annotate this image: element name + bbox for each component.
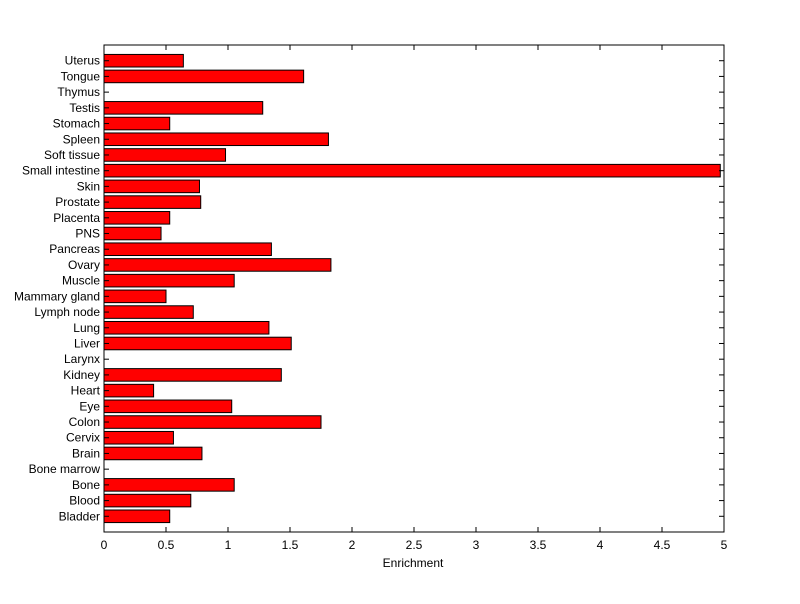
y-tick-label-blood: Blood bbox=[69, 494, 100, 508]
bar-spleen bbox=[103, 132, 329, 147]
bar-testis bbox=[103, 101, 264, 115]
bar-tongue bbox=[103, 69, 305, 84]
y-tick-label-colon: Colon bbox=[69, 415, 100, 429]
bar-pns bbox=[103, 226, 162, 241]
bar-uterus bbox=[103, 53, 184, 68]
x-tick-label: 4.5 bbox=[654, 538, 671, 552]
bar-small-intestine bbox=[103, 163, 721, 178]
bar-muscle bbox=[103, 273, 235, 288]
y-tick-label-kidney: Kidney bbox=[63, 368, 100, 382]
bar-blood bbox=[103, 493, 192, 508]
y-tick-label-spleen: Spleen bbox=[63, 132, 100, 146]
x-tick-label: 1.5 bbox=[282, 538, 299, 552]
bar-mammary-gland bbox=[103, 289, 167, 304]
bar-ovary bbox=[103, 258, 332, 272]
bar-lymph-node bbox=[103, 305, 194, 319]
bar-heart bbox=[103, 383, 155, 398]
y-tick-label-bone-marrow: Bone marrow bbox=[29, 462, 101, 476]
y-tick-label-thymus: Thymus bbox=[57, 85, 100, 99]
y-tick-label-pns: PNS bbox=[75, 227, 100, 241]
y-tick-label-testis: Testis bbox=[69, 101, 100, 115]
bar-skin bbox=[103, 179, 200, 194]
bar-cervix bbox=[103, 430, 174, 445]
bar-pancreas bbox=[103, 242, 272, 257]
x-tick-label: 5 bbox=[721, 538, 728, 552]
y-tick-label-liver: Liver bbox=[74, 336, 100, 350]
bar-liver bbox=[103, 336, 292, 351]
y-tick-label-mammary-gland: Mammary gland bbox=[14, 289, 100, 303]
x-tick-label: 0.5 bbox=[158, 538, 175, 552]
x-tick-label: 1 bbox=[225, 538, 232, 552]
bar-eye bbox=[103, 399, 233, 414]
y-tick-label-tongue: Tongue bbox=[61, 69, 101, 83]
bar-prostate bbox=[103, 195, 202, 209]
bar-stomach bbox=[103, 116, 171, 131]
x-tick-label: 2.5 bbox=[406, 538, 423, 552]
y-tick-label-bone: Bone bbox=[72, 478, 100, 492]
y-tick-label-larynx: Larynx bbox=[64, 352, 100, 366]
bar-placenta bbox=[103, 211, 171, 225]
x-tick-label: 4 bbox=[597, 538, 604, 552]
y-tick-label-small-intestine: Small intestine bbox=[22, 164, 100, 178]
y-tick-label-heart: Heart bbox=[71, 384, 101, 398]
y-tick-label-skin: Skin bbox=[77, 179, 100, 193]
x-tick-label: 2 bbox=[349, 538, 356, 552]
x-tick-label: 0 bbox=[101, 538, 108, 552]
plot-frame bbox=[103, 44, 725, 533]
bar-bone bbox=[103, 478, 235, 492]
y-tick-label-uterus: Uterus bbox=[65, 54, 100, 68]
x-axis-label: Enrichment bbox=[383, 556, 444, 570]
bar-soft-tissue bbox=[103, 148, 227, 162]
bar-kidney bbox=[103, 368, 282, 382]
y-tick-label-pancreas: Pancreas bbox=[49, 242, 100, 256]
y-tick-label-stomach: Stomach bbox=[53, 117, 100, 131]
y-tick-label-lung: Lung bbox=[73, 321, 100, 335]
y-tick-label-bladder: Bladder bbox=[59, 509, 100, 523]
bar-colon bbox=[103, 415, 322, 429]
y-tick-label-placenta: Placenta bbox=[53, 211, 100, 225]
y-tick-label-ovary: Ovary bbox=[68, 258, 100, 272]
y-tick-label-prostate: Prostate bbox=[55, 195, 100, 209]
y-tick-label-cervix: Cervix bbox=[66, 431, 100, 445]
bar-lung bbox=[103, 320, 270, 335]
y-tick-label-brain: Brain bbox=[72, 446, 100, 460]
x-tick-label: 3.5 bbox=[530, 538, 547, 552]
y-tick-label-eye: Eye bbox=[79, 399, 100, 413]
bar-bladder bbox=[103, 509, 171, 524]
y-tick-label-soft-tissue: Soft tissue bbox=[44, 148, 100, 162]
y-tick-label-lymph-node: Lymph node bbox=[34, 305, 100, 319]
x-tick-label: 3 bbox=[473, 538, 480, 552]
bar-brain bbox=[103, 446, 203, 461]
y-tick-label-muscle: Muscle bbox=[62, 274, 100, 288]
